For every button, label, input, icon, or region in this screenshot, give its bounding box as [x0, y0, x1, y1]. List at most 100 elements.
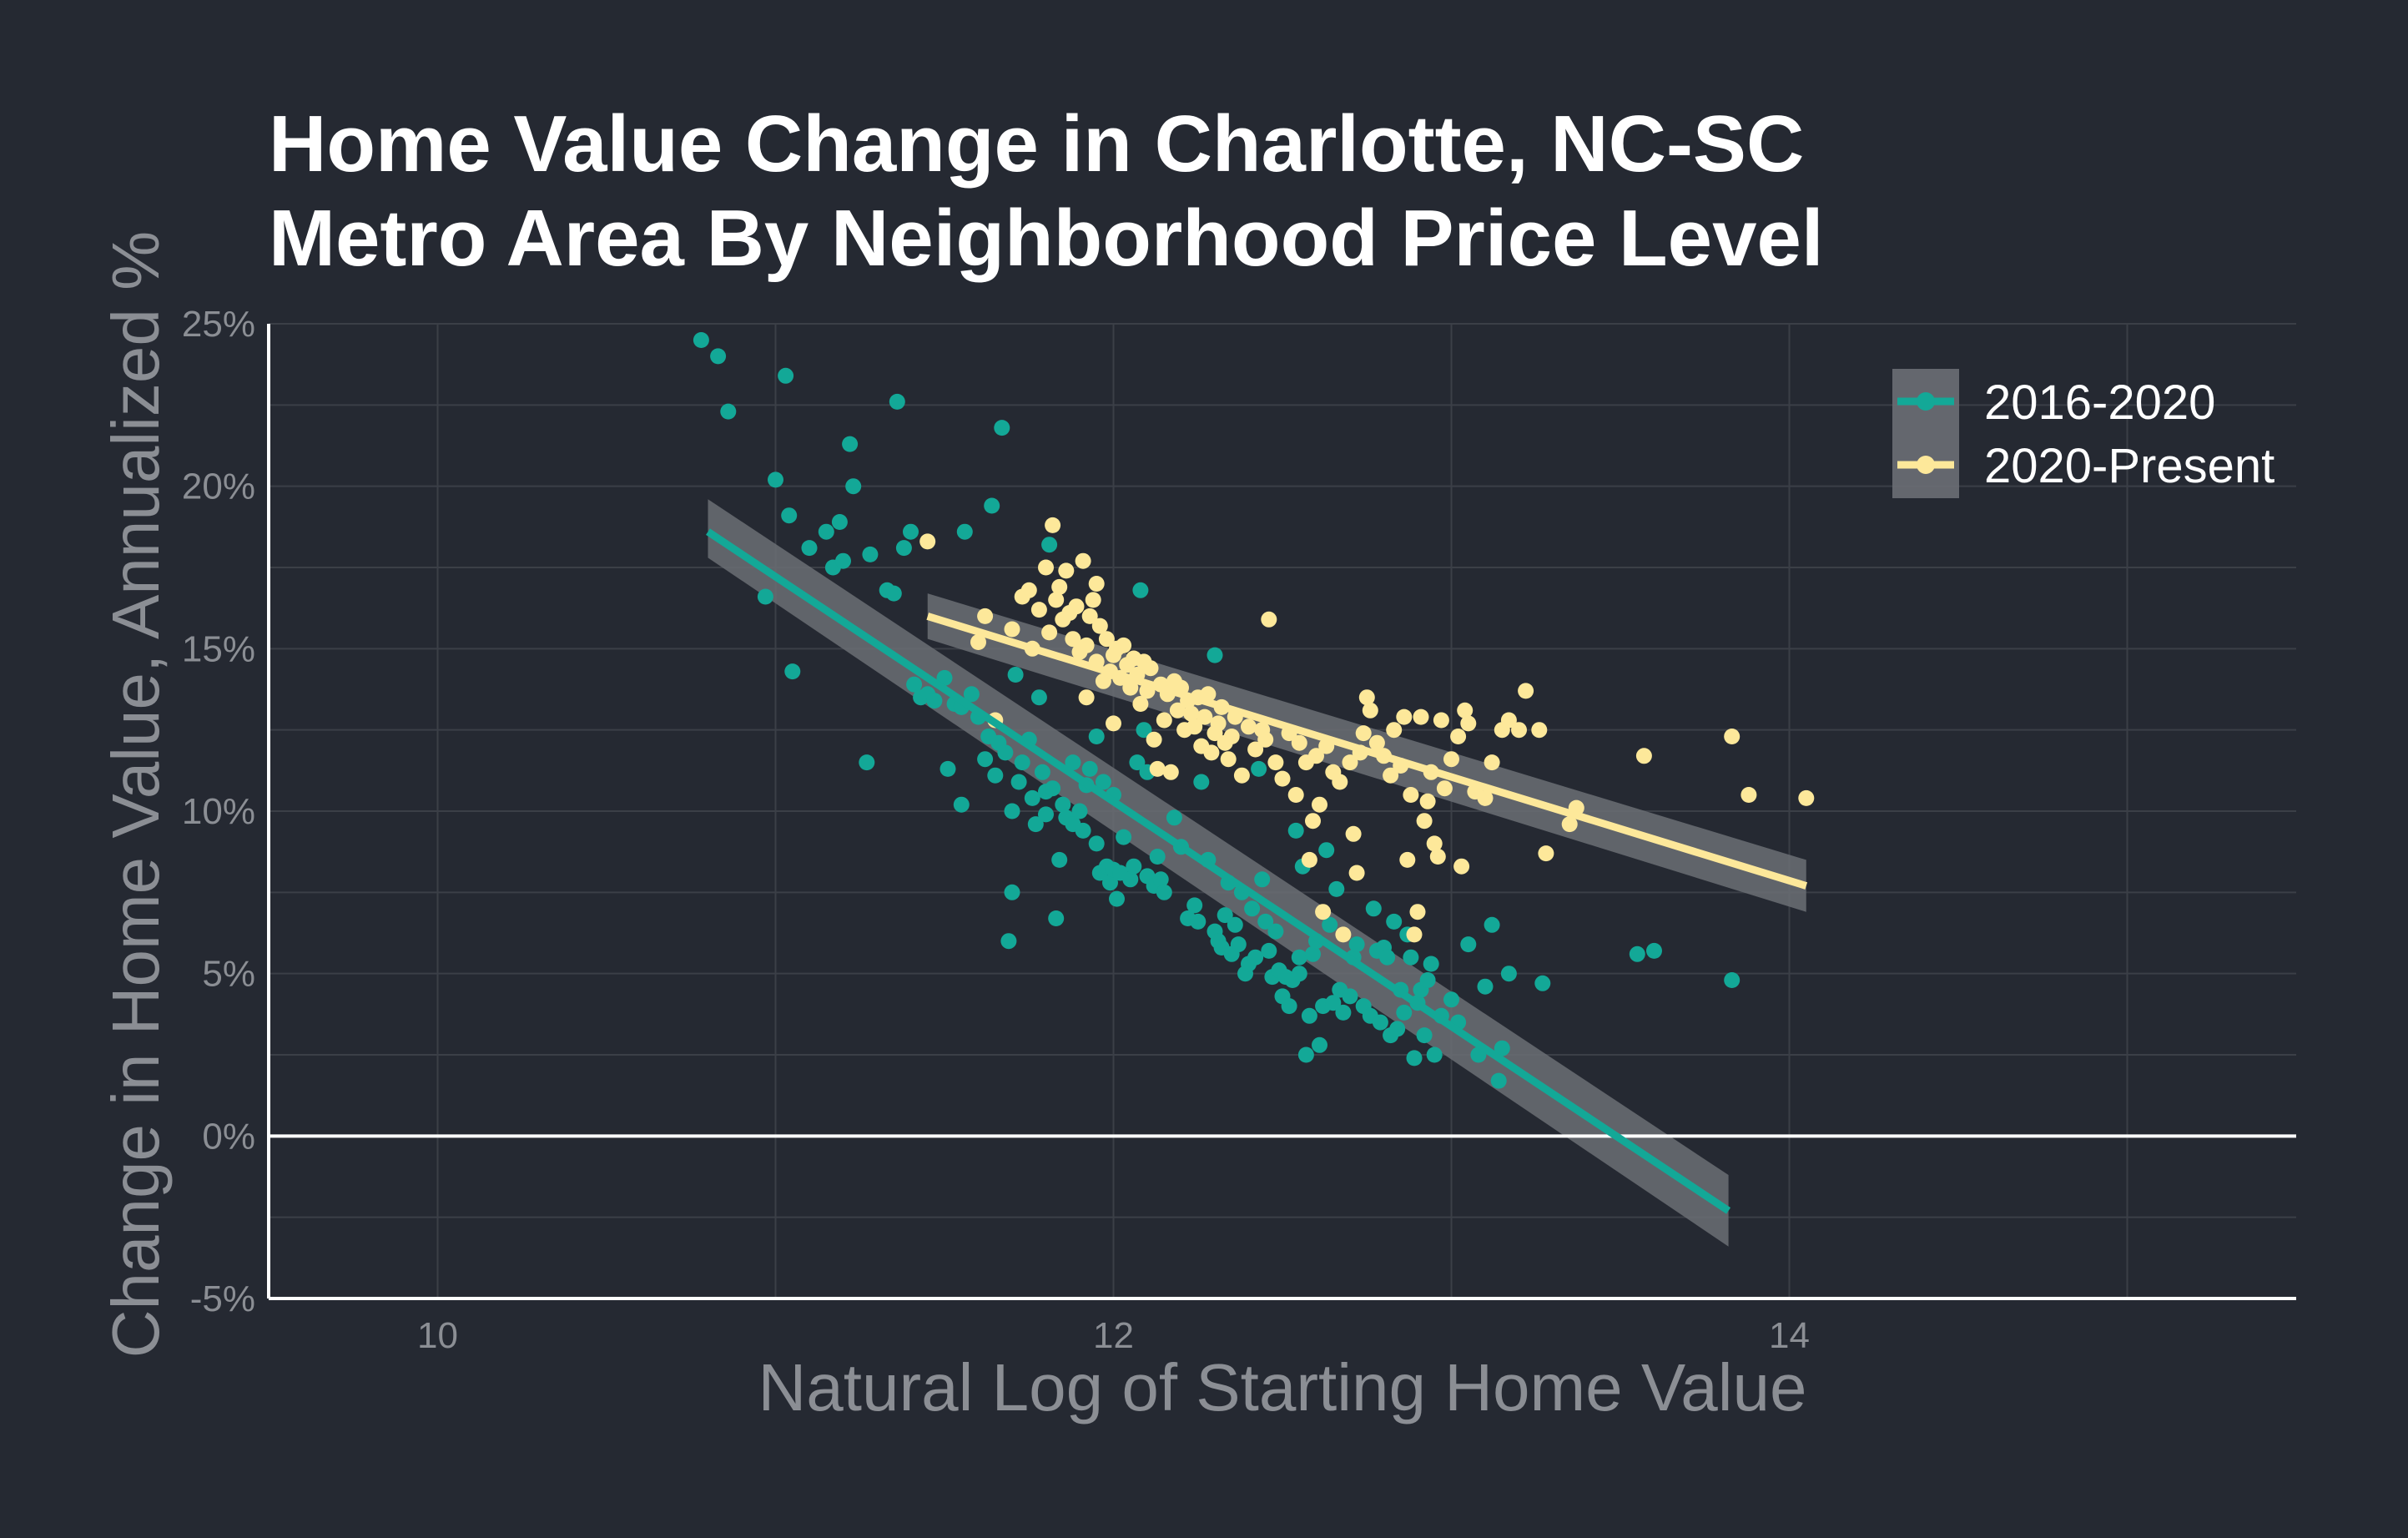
- data-point: [1484, 754, 1500, 771]
- data-point: [1383, 767, 1399, 784]
- data-point: [1098, 631, 1115, 648]
- y-tick-label: 5%: [202, 954, 255, 995]
- data-point: [940, 760, 956, 777]
- data-point: [1399, 851, 1416, 868]
- data-point: [885, 585, 902, 602]
- data-point: [1305, 945, 1321, 962]
- data-point: [831, 514, 848, 530]
- data-point: [1051, 578, 1068, 595]
- data-point: [1004, 803, 1020, 819]
- data-point: [1635, 748, 1652, 764]
- data-point: [1261, 942, 1277, 959]
- data-point: [1065, 631, 1081, 648]
- legend-label-2020-present: 2020-Present: [1984, 439, 2275, 493]
- data-point: [1132, 582, 1149, 598]
- data-point: [994, 420, 1010, 436]
- data-point: [1419, 972, 1436, 988]
- data-point: [1396, 1004, 1413, 1021]
- data-point: [1091, 618, 1108, 634]
- data-point: [1531, 722, 1548, 739]
- data-point: [1518, 683, 1534, 699]
- data-point: [1102, 875, 1118, 891]
- data-point: [1227, 916, 1243, 933]
- data-point: [1443, 751, 1459, 768]
- data-point: [1048, 910, 1065, 926]
- data-point: [1724, 972, 1741, 988]
- data-point: [1325, 995, 1342, 1011]
- data-point: [1045, 517, 1061, 533]
- data-point: [1291, 734, 1307, 751]
- data-point: [1190, 913, 1207, 930]
- data-point: [1106, 715, 1121, 732]
- data-point: [842, 436, 859, 452]
- data-point: [1116, 829, 1132, 845]
- data-point: [1207, 647, 1223, 663]
- data-point: [1004, 884, 1020, 900]
- axes: [267, 324, 2296, 1300]
- data-point: [987, 767, 1004, 784]
- data-point: [1287, 787, 1304, 803]
- data-point: [1010, 774, 1027, 790]
- data-point: [1152, 871, 1169, 888]
- data-point: [1129, 754, 1146, 771]
- data-point: [997, 744, 1014, 761]
- data-point: [963, 686, 980, 703]
- data-point: [1078, 689, 1095, 706]
- data-point: [1186, 719, 1203, 735]
- data-point: [1126, 858, 1142, 875]
- data-point: [1460, 715, 1477, 732]
- data-point: [1436, 780, 1453, 797]
- data-point: [1109, 890, 1125, 907]
- data-point: [818, 523, 834, 540]
- data-point: [1301, 1007, 1317, 1024]
- data-point: [926, 693, 943, 709]
- y-tick-label: 20%: [182, 466, 255, 507]
- data-point: [1335, 1004, 1352, 1021]
- data-point: [1297, 1046, 1314, 1063]
- data-point: [1132, 696, 1149, 712]
- x-axis-title: Natural Log of Starting Home Value: [758, 1350, 1807, 1425]
- data-point: [1460, 936, 1477, 953]
- data-point: [1041, 537, 1058, 553]
- data-point: [1000, 933, 1017, 950]
- y-tick-label: 10%: [182, 791, 255, 832]
- data-point: [1413, 708, 1429, 725]
- data-point: [977, 751, 994, 768]
- data-point: [1372, 1014, 1388, 1031]
- data-point: [1457, 702, 1474, 719]
- data-point: [1335, 926, 1352, 943]
- data-point: [1078, 637, 1095, 653]
- data-point: [1443, 991, 1459, 1008]
- data-point: [784, 663, 801, 680]
- data-point: [1389, 1021, 1406, 1037]
- data-point: [919, 533, 936, 550]
- data-point: [1315, 904, 1332, 920]
- data-point: [956, 523, 973, 540]
- data-point: [801, 540, 818, 557]
- data-point: [895, 540, 912, 557]
- data-point: [1318, 842, 1335, 859]
- data-point: [1116, 637, 1132, 653]
- data-point: [1406, 1050, 1423, 1067]
- data-point: [1494, 1040, 1510, 1056]
- data-point: [1020, 582, 1037, 598]
- data-point: [1646, 942, 1662, 959]
- data-point: [1362, 702, 1378, 719]
- data-point: [1055, 796, 1071, 813]
- chart-title-line-1: Home Value Change in Charlotte, NC-SC: [269, 99, 1804, 189]
- data-point: [1007, 667, 1024, 683]
- data-point: [1368, 734, 1385, 751]
- data-point: [1241, 719, 1257, 735]
- data-point: [1095, 774, 1111, 790]
- data-point: [768, 471, 783, 488]
- data-point: [1274, 770, 1291, 787]
- data-point: [1426, 1046, 1443, 1063]
- data-point: [757, 588, 773, 605]
- data-point: [1433, 712, 1449, 729]
- data-point: [862, 546, 879, 562]
- data-point: [1156, 712, 1172, 729]
- data-point: [1051, 851, 1068, 868]
- data-point: [1230, 936, 1247, 953]
- data-point: [1088, 835, 1105, 852]
- data-point: [1038, 806, 1054, 823]
